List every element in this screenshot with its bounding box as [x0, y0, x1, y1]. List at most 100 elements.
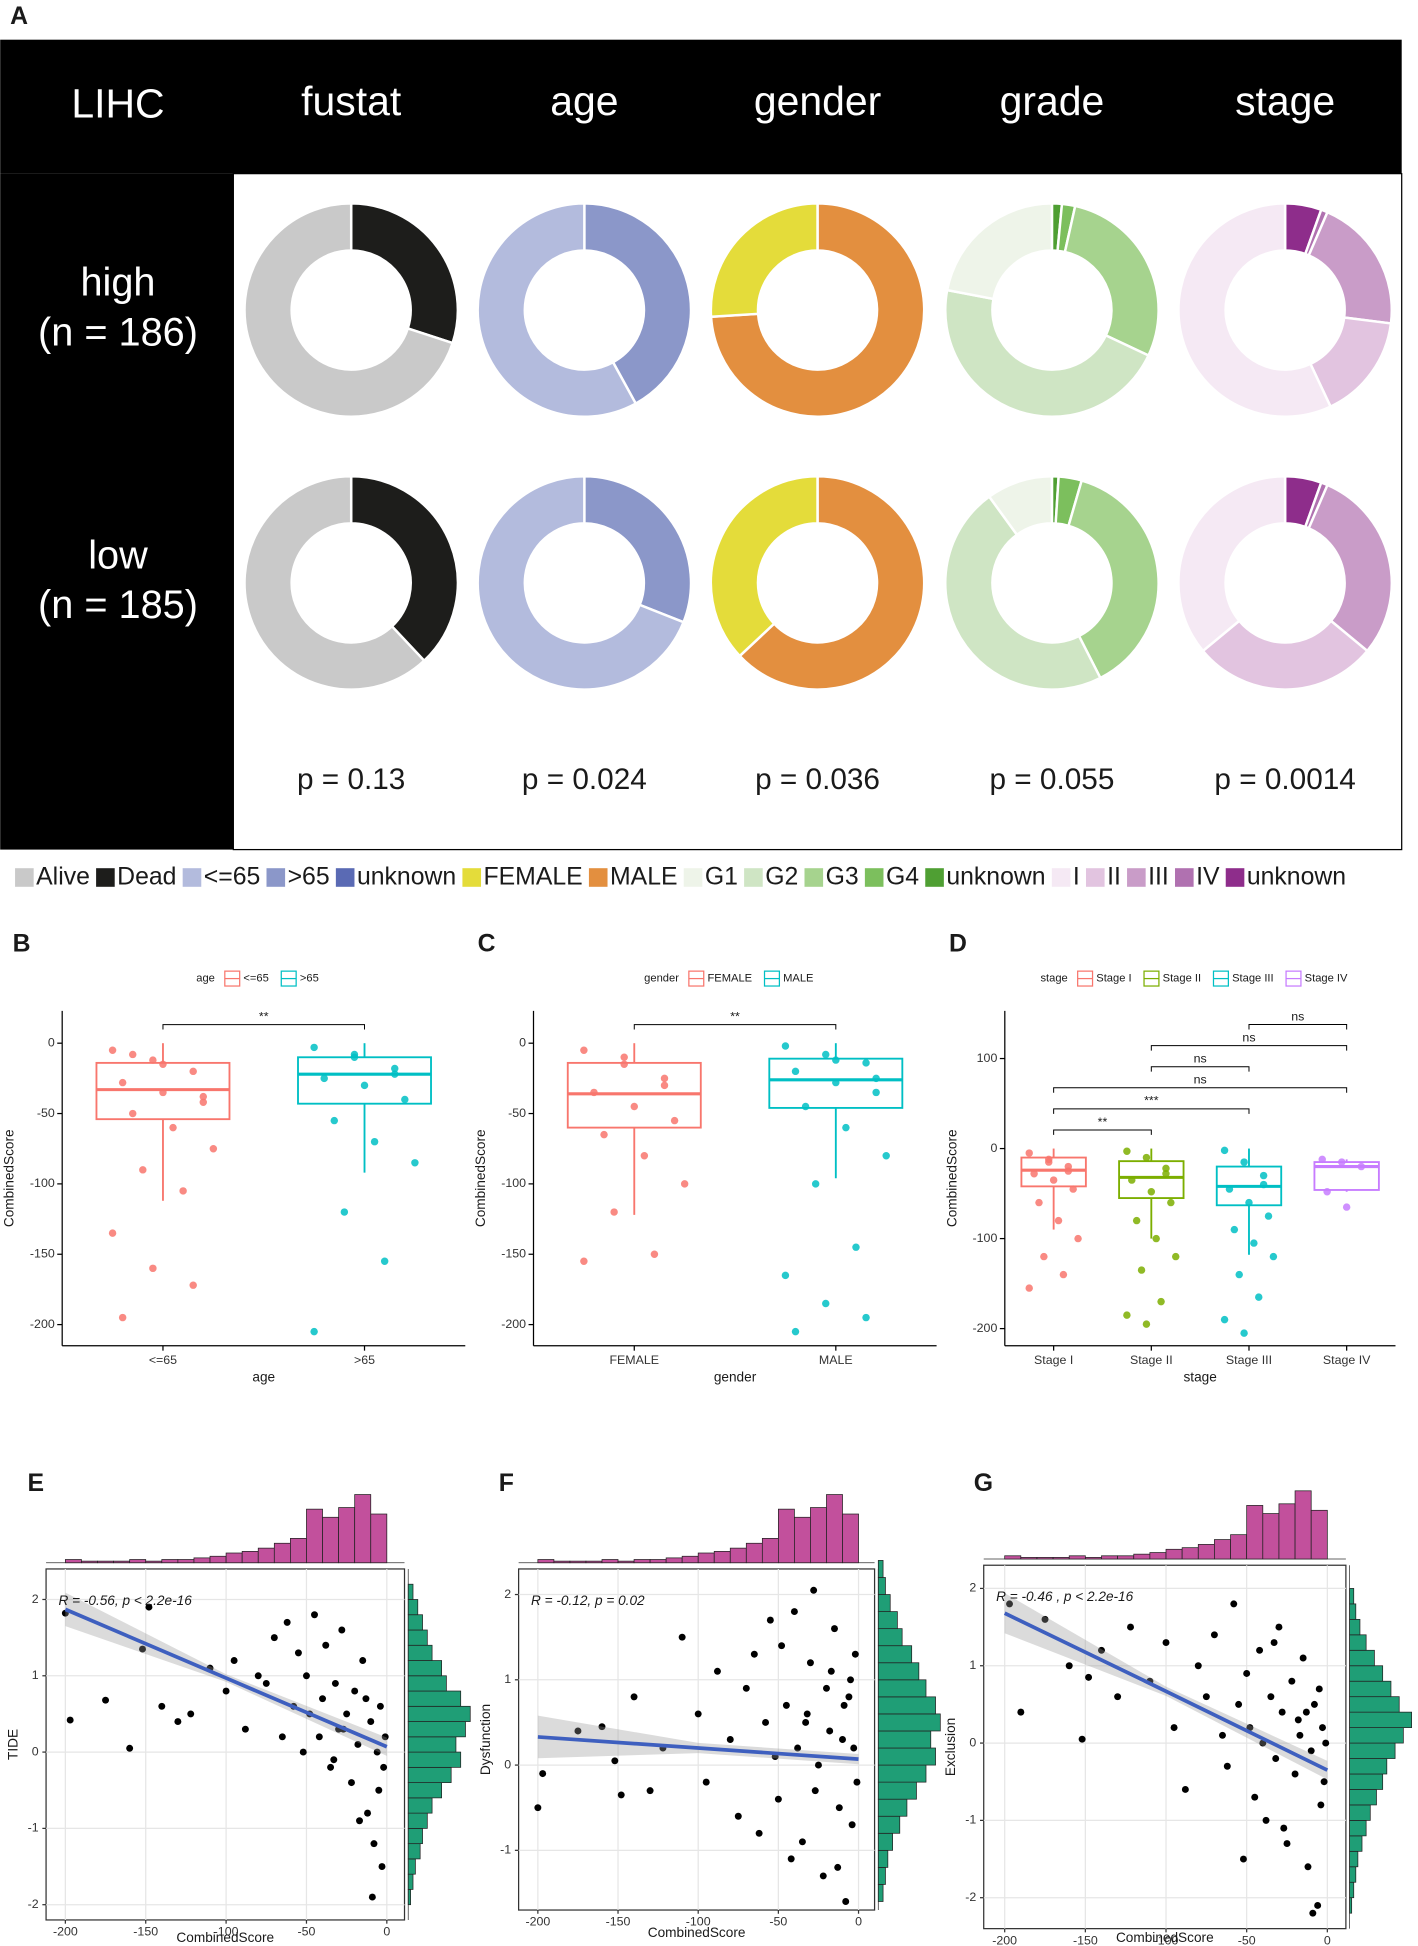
data-point: [149, 1056, 157, 1064]
panel-label: G: [974, 1470, 993, 1497]
legend-key: [182, 868, 202, 887]
data-point: [319, 1695, 327, 1703]
y-tick-label: -100: [30, 1176, 55, 1190]
donut-segment: [1063, 204, 1160, 358]
histogram-bar: [633, 1559, 651, 1564]
histogram-bar: [1230, 1534, 1248, 1560]
data-point: [845, 1693, 853, 1701]
data-point: [734, 1812, 742, 1820]
data-point: [370, 1137, 379, 1146]
data-point: [1162, 1170, 1170, 1178]
data-point: [1320, 1778, 1328, 1786]
legend-label: Stage III: [1232, 973, 1274, 985]
data-point: [373, 1748, 381, 1756]
data-point: [842, 1898, 850, 1905]
correlation-annotation: R = -0.56, p < 2.2e-16: [58, 1593, 192, 1608]
histogram-bar: [665, 1557, 683, 1564]
p-value: p = 0.0014: [1214, 763, 1355, 796]
histogram-bar: [97, 1560, 114, 1564]
legend-title: gender: [644, 973, 679, 985]
data-point: [294, 1649, 302, 1657]
data-point: [262, 1679, 270, 1687]
legend-label: I: [1073, 864, 1080, 891]
legend-key: [96, 868, 115, 887]
data-point: [1127, 1623, 1134, 1631]
histogram-bar: [1133, 1553, 1151, 1560]
data-point: [1296, 1731, 1304, 1739]
data-point: [1123, 1311, 1131, 1319]
donut-segment: [243, 475, 426, 691]
data-point: [670, 1116, 679, 1125]
data-point: [1267, 1693, 1275, 1701]
data-point: [803, 1710, 811, 1718]
data-point: [1035, 1198, 1043, 1207]
panel-label: E: [27, 1470, 44, 1497]
data-point: [1283, 1840, 1291, 1848]
legend-label: G4: [886, 864, 919, 891]
column-header: fustat: [301, 78, 402, 124]
data-point: [801, 1102, 810, 1111]
regression-line: [64, 1607, 388, 1749]
significance-bracket: [1053, 1129, 1152, 1135]
data-point: [1317, 1801, 1325, 1809]
data-point: [1059, 1270, 1068, 1279]
significance-label: ns: [1194, 1052, 1207, 1066]
data-point: [411, 1159, 419, 1167]
data-point: [1040, 1252, 1048, 1261]
histogram-bar: [877, 1798, 908, 1817]
histogram-bar: [1349, 1850, 1359, 1868]
donut-segment: [476, 475, 686, 691]
data-point: [1078, 1735, 1086, 1743]
histogram-bar: [407, 1766, 452, 1783]
y-tick-label: 2: [32, 1592, 39, 1606]
data-point: [1246, 1724, 1254, 1732]
p-value: p = 0.055: [989, 763, 1114, 796]
legend-key: [683, 868, 703, 887]
histogram-bar: [1117, 1555, 1135, 1560]
histogram-bar: [1349, 1758, 1388, 1775]
y-tick-label: -2: [28, 1897, 39, 1911]
histogram-bar: [407, 1843, 421, 1860]
donut-segment: [243, 202, 455, 418]
column-header: age: [550, 78, 618, 124]
data-point: [806, 1659, 814, 1667]
x-tick-label: -100: [214, 1925, 239, 1939]
data-point: [1054, 1216, 1063, 1225]
data-point: [823, 1684, 830, 1692]
data-point: [362, 1695, 370, 1703]
histogram-bar: [241, 1551, 259, 1564]
data-point: [766, 1616, 774, 1624]
donut-segment: [349, 202, 460, 345]
data-point: [1310, 1700, 1318, 1708]
histogram-bar: [877, 1849, 889, 1868]
x-tick-label: -50: [1238, 1933, 1256, 1946]
data-point: [1085, 1673, 1093, 1681]
data-point: [1220, 1146, 1229, 1155]
histogram-bar: [407, 1873, 414, 1890]
y-axis-title: Dysfunction: [478, 1704, 493, 1775]
data-point: [367, 1718, 375, 1726]
column-header: gender: [754, 78, 881, 124]
histogram-bar: [407, 1812, 428, 1829]
data-point: [108, 1046, 117, 1054]
histogram-bar: [407, 1660, 442, 1677]
data-point: [1069, 1185, 1077, 1193]
data-point: [1304, 1863, 1312, 1871]
data-point: [338, 1626, 346, 1634]
data-point: [310, 1043, 318, 1052]
histogram-bar: [407, 1705, 471, 1722]
histogram-bar: [1149, 1552, 1167, 1560]
data-point: [1098, 1646, 1105, 1654]
histogram-bar: [306, 1508, 323, 1564]
data-point: [646, 1787, 654, 1795]
data-point: [1223, 1762, 1231, 1770]
data-point: [1194, 1662, 1202, 1670]
histogram-bar: [697, 1552, 715, 1564]
legend: gender FEMALE MALE: [644, 970, 814, 987]
data-point: [810, 1586, 818, 1594]
data-point: [1167, 1198, 1175, 1207]
data-point: [368, 1893, 376, 1901]
data-point: [1255, 1293, 1263, 1301]
legend-label: MALE: [610, 864, 678, 891]
